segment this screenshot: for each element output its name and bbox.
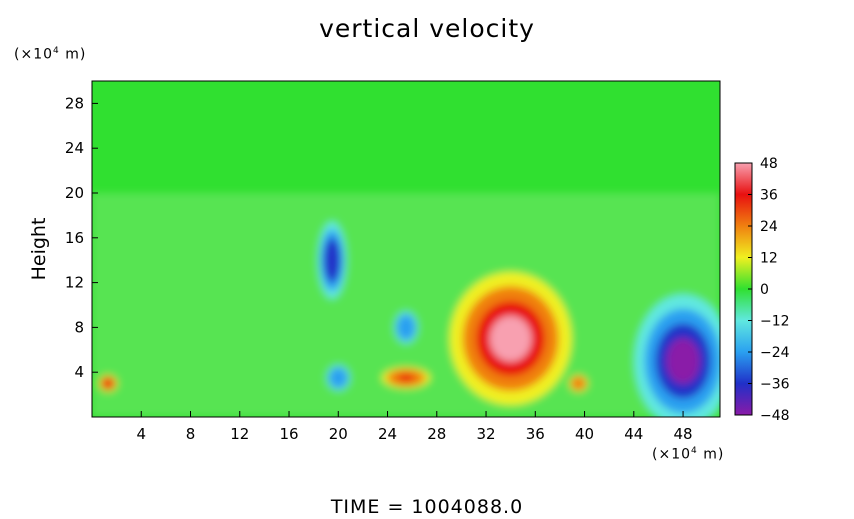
- x-tick-label: 36: [526, 425, 545, 443]
- y-axis-unit: (×104 m): [14, 46, 87, 63]
- colorbar-tick-label: 0: [760, 282, 769, 298]
- colorbar-tick-label: −24: [760, 345, 790, 361]
- y-tick-label: 12: [65, 274, 84, 292]
- x-axis-unit: (×104 m): [652, 446, 725, 463]
- y-tick-label: 28: [65, 94, 84, 112]
- x-tick-label: 28: [427, 425, 446, 443]
- colorbar-tick-label: 12: [760, 251, 778, 267]
- y-tick-label: 20: [65, 184, 84, 202]
- x-tick-label: 16: [279, 425, 298, 443]
- field-feature-1-level-3: [666, 338, 700, 384]
- time-label: TIME = 1004088.0: [330, 496, 524, 518]
- colorbar-tick-label: 36: [760, 188, 778, 204]
- field-feature-7-level-3: [575, 380, 582, 387]
- plot-frame: [91, 80, 721, 418]
- field-feature-0-level-3: [489, 315, 532, 362]
- x-tick-label: 4: [136, 425, 146, 443]
- x-tick-label: 40: [575, 425, 594, 443]
- colorbar-tick-label: −48: [760, 408, 790, 424]
- x-tick-label: 44: [624, 425, 643, 443]
- field-feature-3-level-3: [334, 373, 343, 383]
- field-feature-6-level-3: [397, 373, 415, 382]
- x-tick-label: 8: [186, 425, 196, 443]
- colorbar-tick-label: 48: [760, 156, 778, 172]
- y-tick-label: 24: [65, 139, 84, 157]
- field-feature-5-level-3: [104, 380, 112, 387]
- y-tick-label: 16: [65, 229, 84, 247]
- x-tick-label: 12: [230, 425, 249, 443]
- field-feature-4-level-3: [401, 321, 411, 334]
- field-feature-2-level-3: [327, 246, 338, 274]
- x-tick-label: 48: [674, 425, 693, 443]
- colorbar-tick-label: −36: [760, 377, 790, 393]
- x-tick-label: 24: [378, 425, 397, 443]
- colorbar-tick-label: 24: [760, 219, 778, 235]
- y-tick-label: 8: [74, 318, 84, 336]
- y-tick-label: 4: [74, 363, 84, 381]
- x-tick-label: 32: [476, 425, 495, 443]
- colorbar-tick-label: −12: [760, 314, 790, 330]
- chart-title: vertical velocity: [319, 14, 535, 43]
- x-tick-label: 20: [329, 425, 348, 443]
